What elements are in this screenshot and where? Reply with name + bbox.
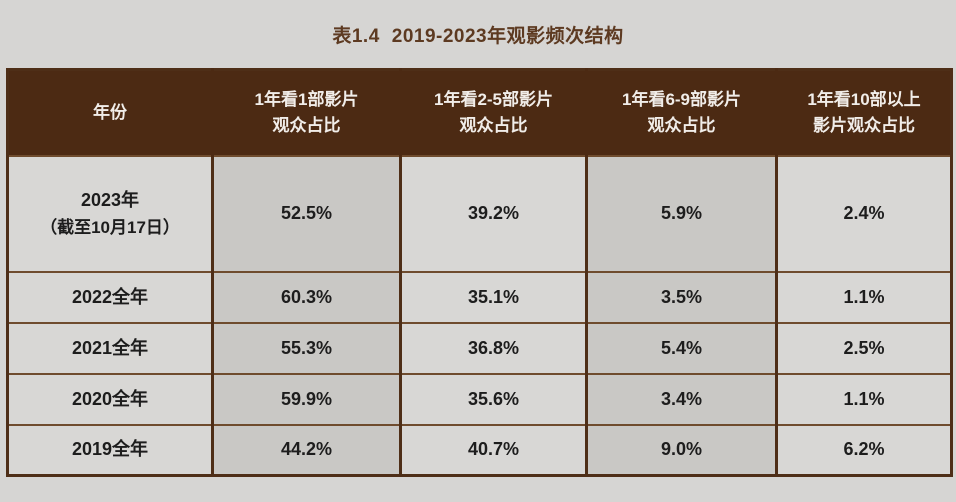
value-cell: 40.7% xyxy=(399,423,587,476)
value-cell: 5.4% xyxy=(585,321,777,374)
year-cell: 2022全年 xyxy=(7,270,213,323)
value-cell: 9.0% xyxy=(585,423,777,476)
year-cell: 2020全年 xyxy=(7,372,213,425)
header-row: 年份 1年看1部影片 观众占比 1年看2-5部影片 观众占比 1年看6-9部影片… xyxy=(7,69,952,156)
value-cell: 2.5% xyxy=(775,321,952,374)
value-cell: 44.2% xyxy=(211,423,401,476)
table-row-2023: 2023年 （截至10月17日） 52.5% 39.2% 5.9% 2.4% xyxy=(7,154,952,272)
viewing-frequency-table: 年份 1年看1部影片 观众占比 1年看2-5部影片 观众占比 1年看6-9部影片… xyxy=(6,68,953,477)
value-cell: 3.5% xyxy=(585,270,777,323)
value-cell: 2.4% xyxy=(775,154,952,272)
value-cell: 59.9% xyxy=(211,372,401,425)
table-row-2021: 2021全年 55.3% 36.8% 5.4% 2.5% xyxy=(7,321,952,374)
col-header-year: 年份 xyxy=(7,69,213,156)
table-caption-title: 2019-2023年观影频次结构 xyxy=(391,25,624,47)
table-row-2019: 2019全年 44.2% 40.7% 9.0% 6.2% xyxy=(7,423,952,476)
value-cell: 36.8% xyxy=(399,321,587,374)
table-row-2020: 2020全年 59.9% 35.6% 3.4% 1.1% xyxy=(7,372,952,425)
value-cell: 55.3% xyxy=(211,321,401,374)
value-cell: 35.6% xyxy=(399,372,587,425)
value-cell: 3.4% xyxy=(585,372,777,425)
table-row-2022: 2022全年 60.3% 35.1% 3.5% 1.1% xyxy=(7,270,952,323)
table-caption-number: 表1.4 xyxy=(332,25,380,47)
year-cell: 2019全年 xyxy=(7,423,213,476)
value-cell: 5.9% xyxy=(585,154,777,272)
table-caption: 表1.4 2019-2023年观影频次结构 xyxy=(0,0,956,68)
year-cell: 2021全年 xyxy=(7,321,213,374)
value-cell: 35.1% xyxy=(399,270,587,323)
col-header-6-9-films-share: 1年看6-9部影片 观众占比 xyxy=(585,69,777,156)
col-header-10plus-films-share: 1年看10部以上 影片观众占比 xyxy=(775,69,952,156)
value-cell: 60.3% xyxy=(211,270,401,323)
value-cell: 1.1% xyxy=(775,372,952,425)
col-header-1-film-share: 1年看1部影片 观众占比 xyxy=(211,69,401,156)
year-cell: 2023年 （截至10月17日） xyxy=(7,154,213,272)
value-cell: 6.2% xyxy=(775,423,952,476)
value-cell: 1.1% xyxy=(775,270,952,323)
col-header-2-5-films-share: 1年看2-5部影片 观众占比 xyxy=(399,69,587,156)
value-cell: 52.5% xyxy=(211,154,401,272)
value-cell: 39.2% xyxy=(399,154,587,272)
